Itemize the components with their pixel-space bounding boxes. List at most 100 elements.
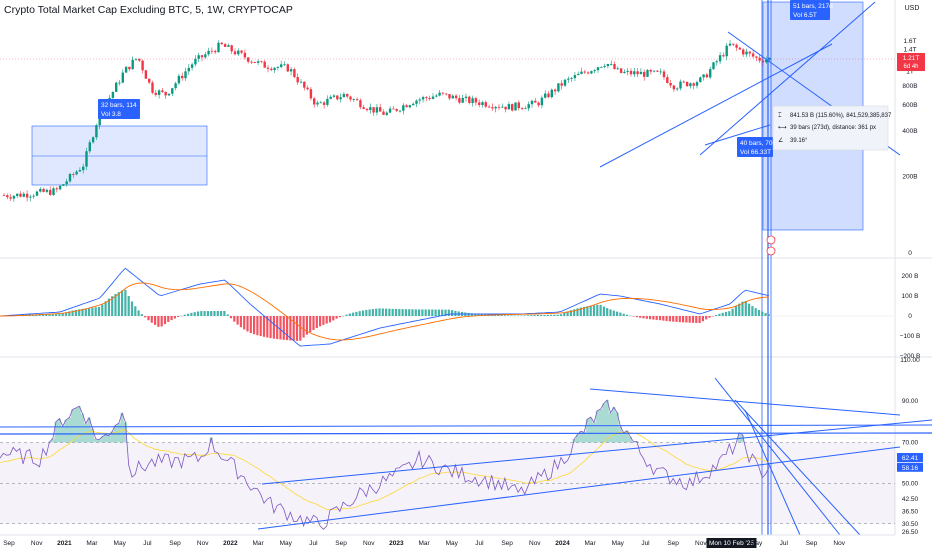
candle-body (435, 95, 438, 97)
candle-body (765, 59, 768, 63)
macd-bar (388, 308, 391, 316)
macd-bar (421, 309, 424, 316)
candle-body (715, 61, 718, 63)
macd-bar (705, 316, 708, 320)
macd-bar (398, 309, 401, 316)
macd-bar (180, 315, 183, 317)
macd-tick-label: −200 B (900, 353, 921, 360)
candle-body (458, 98, 461, 103)
candle-body (732, 43, 735, 45)
rsi-tick-label: 110.00 (900, 357, 920, 364)
candle-body (484, 102, 487, 107)
crosshair-date: Mon 10 Feb '25 (709, 540, 754, 547)
candle-body (355, 99, 359, 101)
flag-marker (766, 246, 776, 256)
macd-bar (292, 316, 295, 341)
candle-body (276, 67, 280, 68)
candle-body (78, 170, 82, 172)
candle-body (728, 43, 732, 46)
macd-bar (157, 316, 160, 327)
macd-bar (619, 312, 622, 316)
candle-body (266, 67, 270, 69)
candle-body (177, 75, 181, 84)
measure-price: 841.53 B (115.60%), 841,529,385,837 (790, 113, 892, 119)
macd-bar (507, 315, 510, 316)
candle-body (184, 71, 187, 79)
candle-body (365, 108, 369, 111)
candle-body (181, 75, 184, 79)
price-tick-label: 600B (902, 102, 917, 109)
candle-body (62, 184, 65, 186)
candle-body (174, 83, 177, 89)
macd-bar (130, 301, 134, 316)
macd-bar (246, 316, 249, 332)
candle-body (12, 195, 16, 199)
macd-bar (761, 311, 764, 316)
macd-bar (127, 296, 130, 316)
rsi-line (0, 399, 770, 530)
macd-bar (114, 294, 117, 316)
candle-body (296, 77, 299, 83)
macd-tick-label: 0 (908, 313, 912, 320)
candle-body (375, 107, 379, 113)
time-tick-label: Sep (3, 540, 15, 547)
macd-bar (220, 311, 223, 316)
candle-body (431, 96, 435, 99)
candle-body (666, 77, 669, 83)
time-tick-label: 2023 (389, 540, 404, 547)
macd-bar (371, 309, 374, 316)
candle-body (544, 93, 547, 98)
macd-bar (216, 311, 219, 316)
macd-bar (616, 311, 619, 316)
candle-body (2, 195, 6, 197)
candle-body (68, 174, 72, 182)
macd-bar (741, 301, 744, 316)
macd-bar (276, 316, 279, 340)
macd-bar (91, 307, 94, 316)
macd-bar (55, 314, 58, 316)
candles (2, 40, 771, 202)
macd-bar (434, 309, 437, 316)
macd-bar (418, 309, 421, 316)
range-label-2 (790, 0, 830, 20)
candle-body (369, 107, 372, 111)
trend-line (0, 424, 932, 428)
candle-body (392, 108, 395, 110)
macd-bar (530, 315, 533, 316)
candle-body (45, 189, 49, 192)
candle-body (662, 71, 666, 78)
time-tick-label: 2022 (223, 540, 238, 547)
macd-bar (196, 311, 200, 316)
macd-bar (500, 315, 503, 316)
rsi-badge-1-value: 62.41 (902, 455, 919, 462)
candle-body (339, 97, 342, 100)
macd-bar (408, 309, 411, 316)
macd-bar (748, 303, 751, 316)
macd-bar (58, 314, 61, 316)
measure-angle: 39.16° (790, 138, 808, 144)
macd-bar (764, 313, 767, 316)
rsi-tick-label: 90.00 (902, 398, 919, 405)
candle-body (283, 64, 286, 66)
candle-body (98, 113, 101, 126)
macd-bar (51, 314, 54, 316)
candle-body (388, 108, 392, 113)
macd-bar (599, 304, 602, 316)
macd-bar (533, 315, 536, 316)
macd-bar (305, 316, 308, 335)
candle-body (669, 82, 672, 86)
macd-bar (540, 314, 543, 316)
candle-body (19, 193, 22, 197)
macd-bar (183, 314, 186, 316)
candle-body (557, 83, 560, 92)
candle-body (35, 191, 39, 196)
candle-body (32, 195, 35, 197)
macd-bar (754, 308, 757, 316)
macd-bar (579, 307, 582, 316)
macd-bar (649, 316, 652, 320)
macd-bar (137, 310, 140, 316)
candle-body (685, 81, 689, 87)
macd-bar (441, 309, 444, 316)
candle-body (402, 105, 405, 111)
